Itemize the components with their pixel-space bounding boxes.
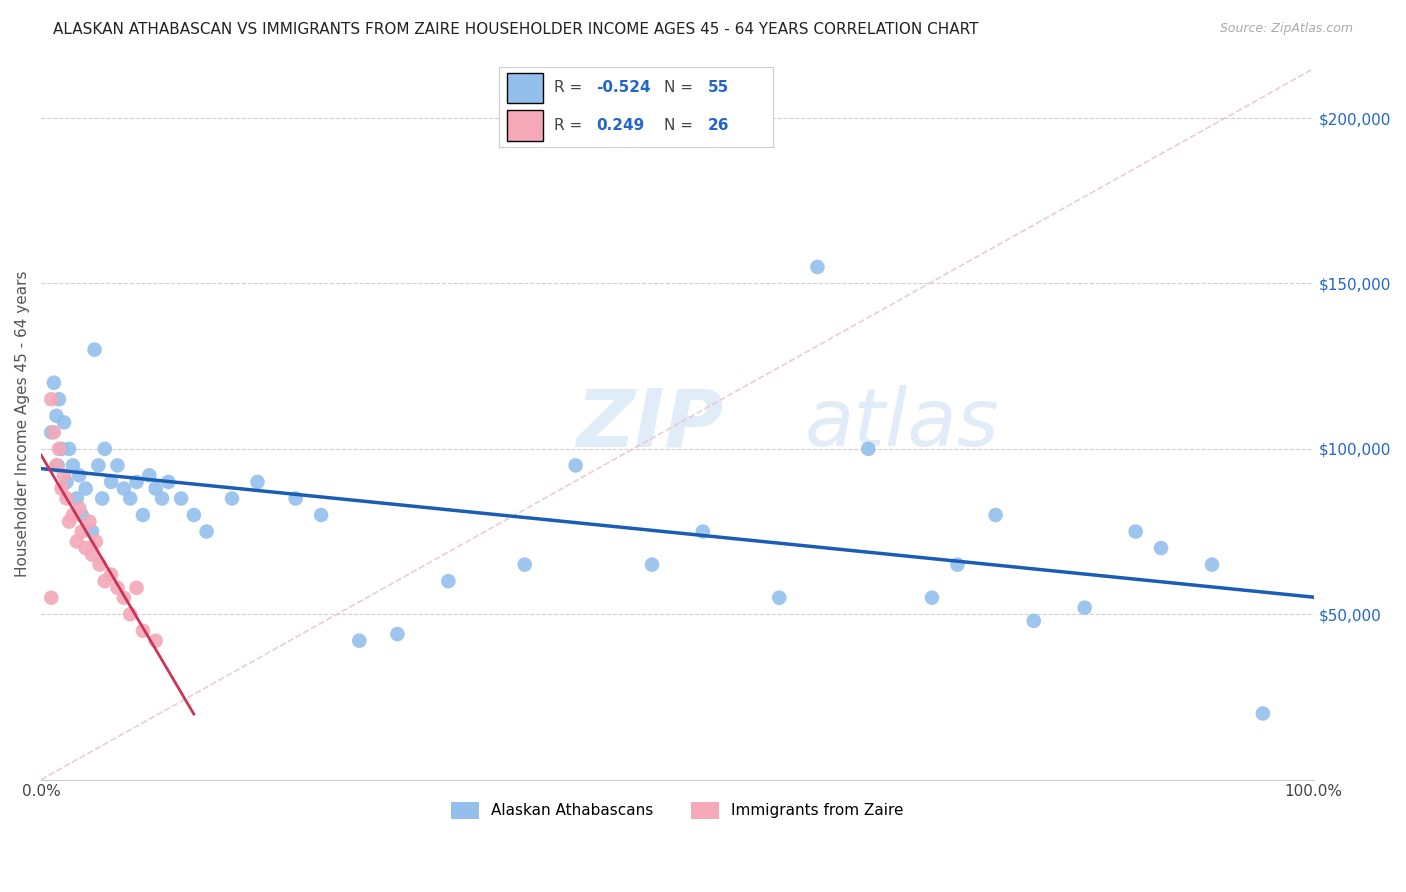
Point [125, 475, 148, 489]
Point [79, 515, 101, 529]
Point [45, 409, 67, 423]
Point [75, 541, 97, 555]
Point [145, 482, 167, 496]
Point [80, 548, 103, 562]
Point [100, 475, 122, 489]
Point [946, 558, 969, 572]
Point [120, 491, 142, 506]
Point [70, 508, 93, 522]
Text: -0.524: -0.524 [596, 80, 651, 95]
Point [768, 591, 790, 605]
Text: N =: N = [664, 80, 697, 95]
Point [66, 491, 89, 506]
Point [513, 558, 536, 572]
Text: ZIP: ZIP [575, 385, 723, 463]
Point [195, 524, 218, 539]
Point [48, 442, 70, 456]
FancyBboxPatch shape [508, 72, 543, 103]
Point [87, 458, 110, 473]
Point [246, 475, 269, 489]
Point [53, 416, 76, 430]
Point [692, 524, 714, 539]
Point [58, 442, 80, 456]
Point [1022, 614, 1045, 628]
Point [39, 425, 62, 440]
Point [83, 343, 105, 357]
Text: N =: N = [664, 118, 697, 133]
Point [100, 567, 122, 582]
Y-axis label: Householder Income Ages 45 - 64 years: Householder Income Ages 45 - 64 years [15, 271, 30, 577]
Point [42, 425, 65, 440]
Point [62, 458, 84, 473]
Point [70, 524, 93, 539]
Point [309, 508, 332, 522]
Point [641, 558, 664, 572]
Point [1251, 706, 1274, 721]
Point [66, 534, 89, 549]
Point [112, 591, 135, 605]
Point [221, 491, 243, 506]
Point [157, 475, 180, 489]
Point [93, 442, 115, 456]
Point [51, 482, 73, 496]
Point [387, 627, 409, 641]
Point [120, 607, 142, 622]
Point [125, 581, 148, 595]
Point [107, 458, 129, 473]
Point [55, 475, 77, 489]
Point [1073, 600, 1095, 615]
Point [62, 508, 84, 522]
Point [1150, 541, 1173, 555]
Point [46, 458, 69, 473]
Point [48, 392, 70, 407]
Point [150, 491, 173, 506]
Point [806, 260, 828, 274]
Point [349, 633, 371, 648]
Point [58, 515, 80, 529]
Legend: Alaskan Athabascans, Immigrants from Zaire: Alaskan Athabascans, Immigrants from Zai… [446, 796, 910, 825]
Point [984, 508, 1007, 522]
Point [42, 376, 65, 390]
Point [55, 491, 77, 506]
Point [564, 458, 586, 473]
Point [921, 591, 943, 605]
Point [112, 482, 135, 496]
Point [284, 491, 307, 506]
Point [145, 633, 167, 648]
Point [89, 558, 111, 572]
Point [858, 442, 880, 456]
Point [91, 491, 114, 506]
Text: Source: ZipAtlas.com: Source: ZipAtlas.com [1219, 22, 1353, 36]
Point [80, 524, 103, 539]
Point [39, 591, 62, 605]
Point [45, 458, 67, 473]
Point [93, 574, 115, 589]
Point [107, 581, 129, 595]
Point [84, 534, 107, 549]
Point [39, 392, 62, 407]
FancyBboxPatch shape [508, 111, 543, 141]
Point [67, 501, 90, 516]
Point [1125, 524, 1147, 539]
Point [183, 508, 205, 522]
Text: atlas: atlas [804, 385, 1000, 463]
Point [1201, 558, 1223, 572]
Point [437, 574, 460, 589]
Text: R =: R = [554, 118, 588, 133]
Text: R =: R = [554, 80, 588, 95]
Point [132, 624, 155, 638]
Point [51, 442, 73, 456]
Point [138, 468, 160, 483]
Point [170, 491, 193, 506]
Text: 26: 26 [707, 118, 728, 133]
Text: ALASKAN ATHABASCAN VS IMMIGRANTS FROM ZAIRE HOUSEHOLDER INCOME AGES 45 - 64 YEAR: ALASKAN ATHABASCAN VS IMMIGRANTS FROM ZA… [53, 22, 979, 37]
Point [53, 468, 76, 483]
Text: 0.249: 0.249 [596, 118, 645, 133]
Point [67, 468, 90, 483]
Text: 55: 55 [707, 80, 728, 95]
Point [75, 482, 97, 496]
Point [132, 508, 155, 522]
